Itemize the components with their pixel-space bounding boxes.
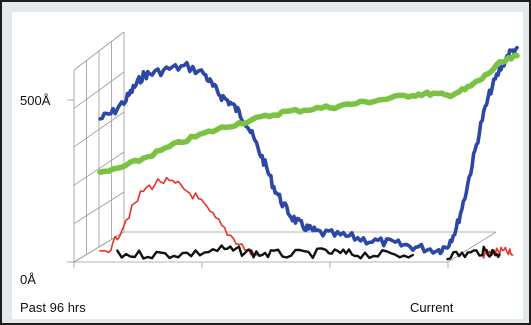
chart-grid bbox=[67, 31, 497, 268]
chart-svg: 500Å 0Å Past 96 hrs Current bbox=[20, 31, 520, 315]
wall-grid-5 bbox=[73, 31, 125, 71]
y-tick-label-0: 0Å bbox=[20, 272, 36, 287]
series-line-4 bbox=[116, 244, 414, 260]
chart-series bbox=[97, 45, 520, 261]
floor-right-edge bbox=[447, 231, 497, 263]
series-line-0 bbox=[98, 45, 519, 256]
chart-panel: 500Å 0Å Past 96 hrs Current bbox=[12, 12, 523, 319]
series-line-1 bbox=[97, 52, 520, 176]
wall-grid-4 bbox=[73, 71, 125, 109]
wall-grid-2 bbox=[73, 151, 125, 186]
chart-labels: 500Å 0Å Past 96 hrs Current bbox=[20, 93, 454, 315]
x-tick-label-start: Past 96 hrs bbox=[20, 300, 86, 315]
series-line-5 bbox=[446, 245, 501, 261]
wall-grid-3 bbox=[73, 111, 125, 148]
x-tick-label-current: Current bbox=[410, 300, 454, 315]
series-line-2 bbox=[99, 176, 258, 256]
wall-grid-1 bbox=[73, 191, 125, 224]
y-tick-label-500: 500Å bbox=[20, 93, 51, 108]
